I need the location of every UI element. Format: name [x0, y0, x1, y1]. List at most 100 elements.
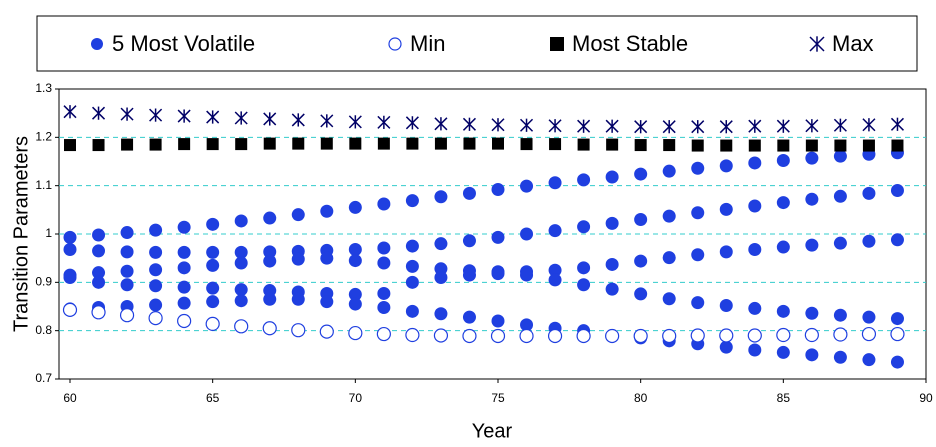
point: [292, 137, 305, 150]
point: [861, 326, 877, 342]
point: [605, 170, 619, 184]
point: [605, 216, 619, 230]
y-tick-label: 1.1: [35, 178, 52, 192]
point: [690, 328, 705, 343]
legend-marker: [550, 37, 564, 51]
point: [719, 299, 733, 313]
legend-label: 5 Most Volatile: [112, 31, 255, 56]
point: [833, 149, 847, 163]
point: [348, 254, 362, 268]
x-axis-title: Year: [472, 420, 513, 442]
point: [748, 242, 762, 256]
point: [149, 263, 163, 277]
point: [64, 139, 76, 152]
point: [776, 154, 790, 168]
point: [234, 256, 248, 270]
point: [206, 110, 220, 124]
point: [804, 327, 819, 343]
point: [520, 118, 534, 132]
point: [662, 120, 676, 134]
point: [92, 228, 106, 242]
point: [291, 323, 306, 338]
point: [349, 137, 362, 150]
point: [263, 292, 277, 306]
point: [263, 245, 277, 259]
point: [405, 194, 419, 208]
point: [548, 119, 562, 133]
legend-marker: [388, 37, 402, 51]
legend-label: Min: [410, 31, 445, 56]
point: [805, 119, 819, 133]
point: [633, 328, 648, 344]
point: [262, 321, 277, 336]
point: [121, 138, 134, 151]
x-tick-label: 70: [349, 391, 363, 405]
point: [348, 242, 362, 256]
point: [605, 257, 619, 271]
point: [434, 237, 448, 251]
point: [434, 190, 448, 204]
point: [263, 254, 277, 268]
point: [833, 327, 848, 342]
point: [206, 138, 219, 151]
point: [291, 252, 305, 266]
point: [890, 233, 904, 247]
point: [405, 304, 419, 318]
point: [833, 308, 847, 322]
point: [320, 295, 334, 309]
point: [748, 139, 761, 152]
point: [805, 151, 819, 165]
point: [491, 314, 505, 328]
point: [663, 139, 676, 152]
point: [263, 211, 277, 225]
point: [662, 209, 676, 223]
legend-marker: [91, 38, 103, 50]
point: [862, 186, 876, 200]
point: [491, 118, 505, 132]
legend-marker: [809, 36, 825, 52]
point: [177, 296, 191, 310]
point: [235, 138, 248, 151]
point: [548, 263, 562, 277]
point: [605, 328, 620, 344]
point: [120, 264, 134, 278]
point: [691, 206, 705, 220]
point: [776, 119, 790, 133]
y-tick-label: 0.9: [35, 275, 52, 289]
point: [92, 266, 106, 280]
point: [92, 106, 106, 120]
point: [320, 114, 334, 128]
point: [890, 326, 905, 342]
point: [576, 328, 591, 344]
point: [634, 120, 648, 134]
point: [805, 139, 818, 152]
point: [462, 328, 477, 344]
point: [319, 324, 334, 339]
point: [834, 139, 847, 152]
point: [149, 138, 162, 151]
point: [805, 348, 819, 362]
point: [520, 318, 534, 332]
point: [719, 328, 734, 343]
point: [119, 308, 135, 323]
point: [62, 302, 78, 317]
point: [234, 245, 248, 259]
point: [805, 192, 819, 206]
x-tick-label: 85: [777, 391, 791, 405]
point: [120, 226, 134, 240]
point: [890, 312, 904, 326]
point: [149, 279, 163, 293]
point: [178, 138, 191, 151]
point: [263, 137, 276, 150]
point: [234, 111, 248, 125]
y-tick-label: 0.8: [35, 323, 52, 337]
point: [234, 214, 248, 228]
point: [519, 328, 534, 344]
point: [548, 273, 562, 287]
point: [833, 118, 847, 132]
point: [691, 296, 705, 310]
point: [120, 107, 134, 121]
point: [520, 138, 533, 151]
point: [776, 196, 790, 210]
